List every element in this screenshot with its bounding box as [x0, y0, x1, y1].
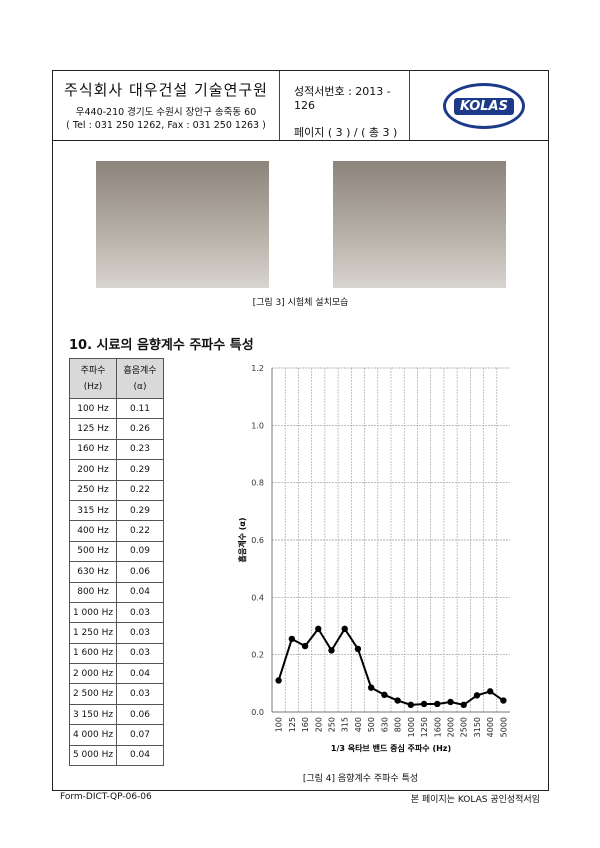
coefficient-cell: 0.22	[116, 479, 164, 501]
x-axis-title: 1/3 옥타브 밴드 중심 주파수 (Hz)	[331, 743, 451, 753]
report-number: 성적서번호 : 2013 - 126	[294, 85, 391, 112]
section-title: 10. 시료의 음향계수 주파수 특성	[69, 338, 254, 353]
table-row: 630 Hz 0.06	[69, 561, 164, 583]
table-row: 2 000 Hz 0.04	[69, 663, 164, 685]
data-point	[381, 691, 388, 698]
kolas-logo: KOLAS	[443, 83, 525, 129]
header-coefficient: 흡음계수 (α)	[116, 358, 164, 399]
x-tick-label: 1250	[420, 717, 429, 737]
table-row: 2 500 Hz 0.03	[69, 683, 164, 705]
x-tick-label: 1600	[433, 717, 442, 737]
y-axis-title: 흡음계수 (α)	[237, 517, 247, 562]
y-tick-label: 0.4	[251, 593, 264, 602]
org-contact: ( Tel : 031 250 1262, Fax : 031 250 1263…	[66, 120, 266, 131]
x-tick-label: 400	[354, 717, 363, 732]
table-row: 1 250 Hz 0.03	[69, 622, 164, 644]
footer-form-id: Form-DICT-QP-06-06	[60, 792, 152, 802]
data-point	[434, 700, 441, 708]
report-info: 성적서번호 : 2013 - 126 페이지 ( 3 ) / ( 총 3 )	[280, 71, 410, 140]
x-tick-label: 315	[341, 717, 350, 732]
data-point	[275, 677, 282, 684]
absorption-table: 주파수 (Hz) 흡음계수 (α) 100 Hz 0.11 125 Hz 0.26 160 …	[69, 358, 164, 767]
x-tick-label: 1000	[407, 717, 416, 737]
coefficient-cell: 0.04	[116, 744, 164, 767]
table-row: 125 Hz 0.26	[69, 418, 164, 440]
y-tick-label: 0.6	[251, 536, 264, 545]
x-tick-label: 200	[314, 717, 323, 732]
y-tick-label: 1.2	[251, 364, 264, 373]
x-tick-label: 100	[275, 717, 284, 732]
x-tick-label: 3150	[473, 717, 482, 737]
x-tick-label: 160	[301, 717, 310, 732]
data-point	[328, 647, 335, 654]
x-tick-label: 800	[394, 717, 403, 732]
x-tick-label: 2000	[447, 717, 456, 737]
y-tick-label: 0.8	[251, 479, 264, 488]
data-point	[354, 645, 362, 653]
header: 주식회사 대우건설 기술연구원 우440-210 경기도 수원시 장안구 송죽동…	[53, 71, 548, 141]
y-tick-label: 1.0	[251, 421, 264, 430]
data-point	[341, 625, 348, 633]
data-point	[420, 700, 428, 708]
data-point	[500, 697, 507, 704]
table-row: 5 000 Hz 0.04	[69, 744, 164, 767]
data-point	[315, 625, 322, 633]
data-point	[407, 701, 415, 709]
x-tick-label: 630	[380, 717, 389, 732]
data-point	[486, 688, 494, 695]
figure4-caption: [그림 4] 음향계수 주파수 특성	[302, 774, 419, 784]
org-address: 우440-210 경기도 수원시 장안구 송죽동 60	[75, 107, 257, 118]
figure3-caption: [그림 3] 시험체 설치모습	[252, 298, 349, 308]
report-frame: 주식회사 대우건설 기술연구원 우440-210 경기도 수원시 장안구 송죽동…	[52, 70, 549, 791]
footer-note: 본 페이지는 KOLAS 공인성적서임	[410, 795, 540, 805]
table-row: 200 Hz 0.29	[69, 459, 164, 481]
x-tick-label: 4000	[486, 717, 495, 737]
table-row: 1 000 Hz 0.03	[69, 601, 164, 624]
org-block: 주식회사 대우건설 기술연구원 우440-210 경기도 수원시 장안구 송죽동…	[53, 71, 280, 140]
data-point	[447, 698, 454, 706]
y-tick-label: 0.2	[251, 651, 264, 660]
coefficient-cell: 0.04	[116, 663, 164, 685]
table-row: 800 Hz 0.04	[69, 581, 164, 603]
y-tick-label: 0.0	[251, 708, 264, 717]
data-point	[460, 701, 467, 709]
data-point	[367, 684, 375, 691]
data-point	[394, 697, 401, 704]
kolas-logo-text: KOLAS	[453, 97, 514, 115]
x-tick-label: 2500	[460, 717, 469, 737]
data-point	[301, 642, 309, 650]
data-point	[473, 692, 481, 699]
table-row: 4 000 Hz 0.07	[69, 724, 164, 746]
x-tick-label: 250	[328, 717, 337, 732]
page-number: 페이지 ( 3 ) / ( 총 3 )	[294, 126, 398, 139]
data-point	[288, 635, 296, 643]
specimen-photo-2	[333, 161, 506, 288]
specimen-photo-1	[96, 161, 269, 288]
org-name: 주식회사 대우건설 기술연구원	[64, 81, 268, 99]
x-tick-label: 5000	[499, 717, 508, 737]
x-tick-label: 125	[288, 717, 297, 732]
x-tick-label: 500	[367, 717, 376, 732]
